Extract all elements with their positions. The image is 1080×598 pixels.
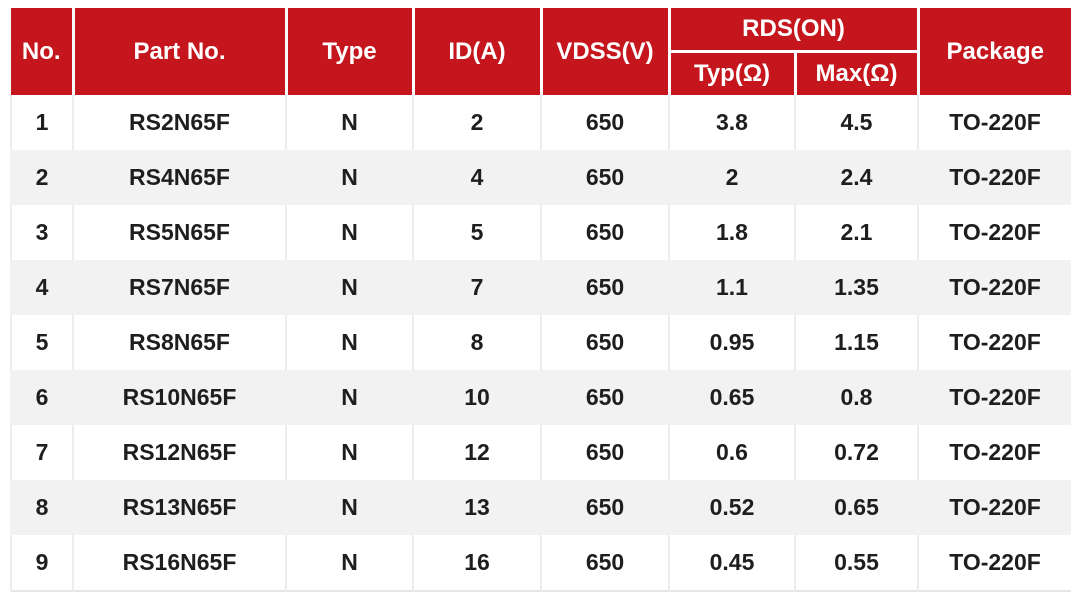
column-header-package: Package xyxy=(918,8,1071,95)
table-cell: N xyxy=(286,370,414,425)
table-cell: N xyxy=(286,315,414,370)
mosfet-spec-table: No. Part No. Type ID(A) VDSS(V) RDS(ON) … xyxy=(10,8,1071,592)
table-cell: 2.1 xyxy=(795,205,919,260)
table-cell: 0.6 xyxy=(669,425,796,480)
table-cell: 0.45 xyxy=(669,535,796,591)
table-header: No. Part No. Type ID(A) VDSS(V) RDS(ON) … xyxy=(11,8,1071,95)
table-cell: 1 xyxy=(10,95,74,150)
table-cell: RS13N65F xyxy=(73,480,287,535)
table-cell: 5 xyxy=(413,205,542,260)
column-group-header-rds-on: RDS(ON) xyxy=(669,8,920,53)
table-cell: RS12N65F xyxy=(73,425,287,480)
table-cell: 4.5 xyxy=(795,95,919,150)
table-cell: 650 xyxy=(541,315,670,370)
column-header-max-ohm: Max(Ω) xyxy=(795,51,920,95)
table-cell: TO-220F xyxy=(949,549,1041,575)
table-cell: RS16N65F xyxy=(73,535,287,591)
table-cell: 0.95 xyxy=(669,315,796,370)
table-cell: 650 xyxy=(541,260,670,315)
table-cell: 2.4 xyxy=(795,150,919,205)
table-cell: 3 xyxy=(10,205,74,260)
table-cell: RS2N65F xyxy=(73,95,287,150)
table-cell: 7 xyxy=(10,425,74,480)
table-cell: RS7N65F xyxy=(73,260,287,315)
table-cell: 8 xyxy=(413,315,542,370)
column-header-type: Type xyxy=(286,8,415,95)
table-cell: N xyxy=(286,480,414,535)
table-cell: TO-220F xyxy=(949,274,1041,300)
table-cell: 650 xyxy=(541,480,670,535)
table-cell: 650 xyxy=(541,425,670,480)
column-header-part-no: Part No. xyxy=(73,8,288,95)
table-cell: 2 xyxy=(413,95,542,150)
column-header-vdss-v: VDSS(V) xyxy=(541,8,671,95)
table-cell: 0.8 xyxy=(795,370,919,425)
table-cell: RS5N65F xyxy=(73,205,287,260)
table-cell: 1.1 xyxy=(669,260,796,315)
table-cell: 650 xyxy=(541,370,670,425)
table-cell: 2 xyxy=(669,150,796,205)
table-cell: TO-220F xyxy=(949,164,1041,190)
table-row: 3 RS5N65F N 5 650 1.8 2.1 TO-220F xyxy=(10,205,1071,260)
table-cell: TO-220F xyxy=(949,384,1041,410)
table-cell: 4 xyxy=(10,260,74,315)
table-cell: RS10N65F xyxy=(73,370,287,425)
table-row: 4 RS7N65F N 7 650 1.1 1.35 TO-220F xyxy=(10,260,1071,315)
table-cell: TO-220F xyxy=(949,109,1041,135)
table-cell: 3.8 xyxy=(669,95,796,150)
table-cell: 1.15 xyxy=(795,315,919,370)
table-cell: 8 xyxy=(10,480,74,535)
column-header-no: No. xyxy=(11,8,75,95)
table-cell: 650 xyxy=(541,535,670,591)
table-cell: N xyxy=(286,535,414,591)
table-cell: 1.8 xyxy=(669,205,796,260)
table-cell: 13 xyxy=(413,480,542,535)
table-cell: N xyxy=(286,150,414,205)
table-cell: 0.65 xyxy=(669,370,796,425)
table-cell: N xyxy=(286,425,414,480)
table-row: 6 RS10N65F N 10 650 0.65 0.8 TO-220F xyxy=(10,370,1071,425)
table-cell: 650 xyxy=(541,95,670,150)
table-cell: 6 xyxy=(10,370,74,425)
table-cell: 0.55 xyxy=(795,535,919,591)
column-header-typ-ohm: Typ(Ω) xyxy=(669,51,797,95)
table-cell: 5 xyxy=(10,315,74,370)
table-cell: 0.52 xyxy=(669,480,796,535)
table-cell: 7 xyxy=(413,260,542,315)
table-row: 2 RS4N65F N 4 650 2 2.4 TO-220F xyxy=(10,150,1071,205)
table-row: 1 RS2N65F N 2 650 3.8 4.5 TO-220F xyxy=(10,95,1071,150)
table-cell: 16 xyxy=(413,535,542,591)
table-row: 9 RS16N65F N 16 650 0.45 0.55 TO-220F xyxy=(10,535,1071,591)
table-body: 1 RS2N65F N 2 650 3.8 4.5 TO-220F 2 RS4N65F N 4 650 2… xyxy=(10,95,1071,591)
table-row: 8 RS13N65F N 13 650 0.52 0.65 TO-220F xyxy=(10,480,1071,535)
table-cell: N xyxy=(286,205,414,260)
table-cell: 0.72 xyxy=(795,425,919,480)
table-cell: 4 xyxy=(413,150,542,205)
table-row: 7 RS12N65F N 12 650 0.6 0.72 TO-220F xyxy=(10,425,1071,480)
column-header-id-a: ID(A) xyxy=(413,8,543,95)
table-cell: TO-220F xyxy=(949,329,1041,355)
table-cell: N xyxy=(286,260,414,315)
table-cell: TO-220F xyxy=(949,439,1041,465)
table-cell: 10 xyxy=(413,370,542,425)
table-row: 5 RS8N65F N 8 650 0.95 1.15 TO-220F xyxy=(10,315,1071,370)
table-cell: 1.35 xyxy=(795,260,919,315)
table-cell: RS4N65F xyxy=(73,150,287,205)
table-cell: TO-220F xyxy=(949,494,1041,520)
table-cell: TO-220F xyxy=(949,219,1041,245)
table-cell: 650 xyxy=(541,205,670,260)
table-cell: 12 xyxy=(413,425,542,480)
table-cell: 650 xyxy=(541,150,670,205)
table-cell: RS8N65F xyxy=(73,315,287,370)
table-cell: N xyxy=(286,95,414,150)
table-cell: 9 xyxy=(10,535,74,591)
table-cell: 2 xyxy=(10,150,74,205)
table-cell: 0.65 xyxy=(795,480,919,535)
